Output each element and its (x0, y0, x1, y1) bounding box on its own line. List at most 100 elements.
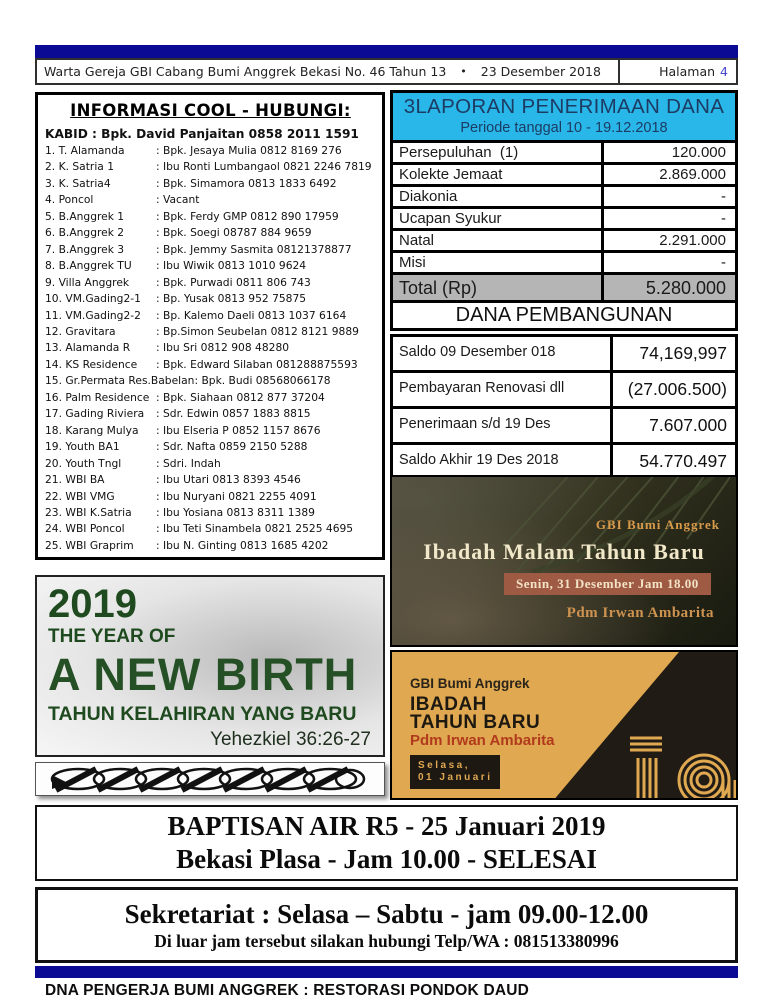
contact-row: 7. B.Anggrek 3: Bpk. Jemmy Sasmita 08121… (45, 242, 376, 258)
theme-line2: A NEW BIRTH (48, 649, 358, 700)
baptism-line1: BAPTISAN AIR R5 - 25 Januari 2019 (167, 811, 606, 841)
contact-row: 18. Karang Mulya : Ibu Elseria P 0852 115… (45, 423, 376, 439)
contact-row: 13. Alamanda R : Ibu Sri 0812 908 48280 (45, 340, 376, 356)
contact-label: 14. KS Residence (45, 357, 138, 371)
contact-row: 19. Youth BA1 : Sdr. Nafta 0859 2150 5288 (45, 439, 376, 455)
bottom-divider-bar (35, 966, 738, 978)
banner-speaker: Pdm Irwan Ambarita (566, 605, 714, 621)
contact-value: : Ibu Wiwik 0813 1010 9624 (156, 259, 307, 273)
row-label: Diakonia (393, 187, 604, 206)
row-label: Misi (393, 253, 604, 272)
contact-value: : Bpk. Purwadi 0811 806 743 (156, 275, 311, 289)
total-label: Total (Rp) (393, 275, 604, 302)
contact-row: 20. Youth Tngl : Sdri. Indah (45, 456, 376, 472)
contact-label: 18. Karang Mulya (45, 423, 139, 437)
contact-row: 23. WBI K.Satria: Ibu Yosiana 0813 8311 … (45, 505, 376, 521)
secretariat-hours-box: Sekretariat : Selasa – Sabtu - jam 09.00… (35, 887, 738, 963)
contact-row: 4. Poncol: Vacant (45, 192, 376, 208)
row-value: - (721, 210, 726, 227)
contact-value: : Ibu Nuryani 0821 2255 4091 (156, 489, 317, 503)
contact-row: 16. Palm Residence: Bpk. Siahaan 0812 87… (45, 390, 376, 406)
banner-date-line2: 01 Januari (418, 772, 493, 783)
year-theme-box: 2019 THE YEAR OF A NEW BIRTH TAHUN KELAH… (35, 575, 385, 757)
contact-row: 9. Villa Anggrek : Bpk. Purwadi 0811 806 … (45, 275, 376, 291)
contact-label: 6. B.Anggrek 2 (45, 226, 125, 240)
contact-label: 4. Poncol (45, 193, 94, 207)
donation-report-table: 3LAPORAN PENERIMAAN DANA Periode tanggal… (390, 90, 738, 305)
contact-value: : Sdri. Indah (156, 456, 221, 470)
masthead-title: Warta Gereja GBI Cabang Bumi Anggrek Bek… (44, 64, 447, 79)
contact-value: : Bp. Kalemo Daeli 0813 1037 6164 (156, 308, 347, 322)
contact-row: 14. KS Residence : Bpk. Edward Silaban 08… (45, 357, 376, 373)
donation-report-title: 3LAPORAN PENERIMAAN DANA (403, 95, 725, 118)
contact-label: 9. Villa Anggrek (45, 275, 130, 289)
masthead-date: 23 Desember 2018 (480, 64, 601, 79)
contact-label: 1. T. Alamanda (45, 144, 125, 157)
table-row: Natal 2.291.000 (393, 231, 735, 253)
contact-label: 13. Alamanda R (45, 341, 131, 355)
contact-row: 22. WBI VMG : Ibu Nuryani 0821 2255 4091 (45, 489, 376, 505)
contact-row: 2. K. Satria 1: Ibu Ronti Lumbangaol 082… (45, 159, 376, 175)
contact-value: : Bpk. Edward Silaban 081288875593 (156, 357, 358, 371)
contact-row: 6. B.Anggrek 2: Bpk. Soegi 08787 884 965… (45, 225, 376, 241)
banner-title: Ibadah Malam Tahun Baru (423, 539, 705, 564)
row-value: 120.000 (671, 144, 726, 161)
contact-row: 3. K. Satria4: Bpk. Simamora 0813 1833 6… (45, 176, 376, 192)
contact-value: : Bp. Yusak 0813 952 75875 (156, 292, 307, 306)
top-divider-bar (35, 45, 738, 58)
contacts-title: INFORMASI COOL - HUBUNGI: (70, 101, 351, 120)
contact-value: : Bpk. Ferdy GMP 0812 890 17959 (156, 209, 339, 223)
contact-value: : Ibu Sri 0812 908 48280 (156, 341, 290, 355)
contact-label: 12. Gravitara (45, 324, 116, 338)
contact-label: 20. Youth Tngl (45, 456, 122, 470)
table-row: Kolekte Jemaat 2.869.000 (393, 165, 735, 187)
contacts-kabid-line: KABID : Bpk. David Panjaitan 0858 2011 1… (45, 127, 359, 141)
building-fund-title: DANA PEMBANGUNAN (390, 300, 738, 331)
page-number-box: Halaman 4 (618, 58, 738, 85)
contact-row: 5. B.Anggrek 1: Bpk. Ferdy GMP 0812 890 … (45, 209, 376, 225)
contact-value: : Bpk. Simamora 0813 1833 6492 (156, 176, 337, 190)
contact-value: : Bpk. Jesaya Mulia 0812 8169 276 (156, 144, 342, 157)
theme-year: 2019 (48, 582, 137, 626)
row-value: 2.869.000 (659, 166, 726, 183)
contact-value: : Ibu Elseria P 0852 1157 8676 (156, 423, 321, 437)
row-label: Penerimaan s/d 19 Des (393, 409, 613, 442)
row-value: 7.607.000 (649, 415, 727, 435)
contact-label: 21. WBI BA (45, 473, 105, 487)
row-label: Natal (393, 231, 604, 250)
contact-row: 24. WBI Poncol: Ibu Teti Sinambela 0821 … (45, 521, 376, 537)
cool-contacts-box: INFORMASI COOL - HUBUNGI: KABID : Bpk. D… (35, 92, 385, 560)
secretariat-contact: Di luar jam tersebut silakan hubungi Tel… (154, 931, 619, 951)
new-year-service-banner: GBI Bumi Anggrek IBADAH TAHUN BARU Pdm I… (390, 650, 738, 800)
contact-label: 19. Youth BA1 (45, 440, 120, 454)
banner-brand: GBI Bumi Anggrek (595, 517, 720, 532)
contact-label: 8. B.Anggrek TU (45, 259, 132, 273)
contact-row: 17. Gading Riviera: Sdr. Edwin 0857 1883… (45, 406, 376, 422)
banner-content: GBI Bumi Anggrek Ibadah Malam Tahun Baru… (392, 477, 736, 645)
contact-label: 24. WBI Poncol (45, 522, 125, 536)
contact-value: : Sdr. Nafta 0859 2150 5288 (156, 440, 308, 454)
theme-line1: THE YEAR OF (48, 626, 176, 647)
new-years-eve-service-banner: GBI Bumi Anggrek Ibadah Malam Tahun Baru… (390, 475, 738, 647)
contact-label: 7. B.Anggrek 3 (45, 242, 125, 256)
row-value: - (721, 254, 726, 271)
contact-value: : Ibu Ronti Lumbangaol 0821 2246 7819 (156, 160, 372, 174)
bullet-separator-icon: • (460, 65, 467, 78)
rope-ornament-box (35, 762, 385, 796)
row-value: 74,169,997 (639, 343, 727, 363)
page-number-label: Halaman (659, 64, 716, 79)
contact-value: : Sdr. Edwin 0857 1883 8815 (156, 407, 311, 421)
table-row: Persepuluhan (1) 120.000 (393, 143, 735, 165)
contact-label: 22. WBI VMG (45, 489, 115, 503)
contact-row: 21. WBI BA: Ibu Utari 0813 8393 4546 (45, 472, 376, 488)
footer-motto: DNA PENGERJA BUMI ANGGREK : RESTORASI PO… (45, 982, 530, 999)
donation-report-header: 3LAPORAN PENERIMAAN DANA Periode tanggal… (393, 93, 735, 143)
table-row: Diakonia - (393, 187, 735, 209)
baptism-line2: Bekasi Plasa - Jam 10.00 - SELESAI (176, 844, 597, 874)
contact-value: : Bpk. Siahaan 0812 877 37204 (156, 390, 325, 404)
contact-label: 11. VM.Gading2-2 (45, 308, 141, 322)
page-number-value: 4 (720, 64, 728, 79)
table-row: Penerimaan s/d 19 Des 7.607.000 (393, 409, 735, 445)
row-label: Saldo Akhir 19 Des 2018 (393, 445, 613, 478)
